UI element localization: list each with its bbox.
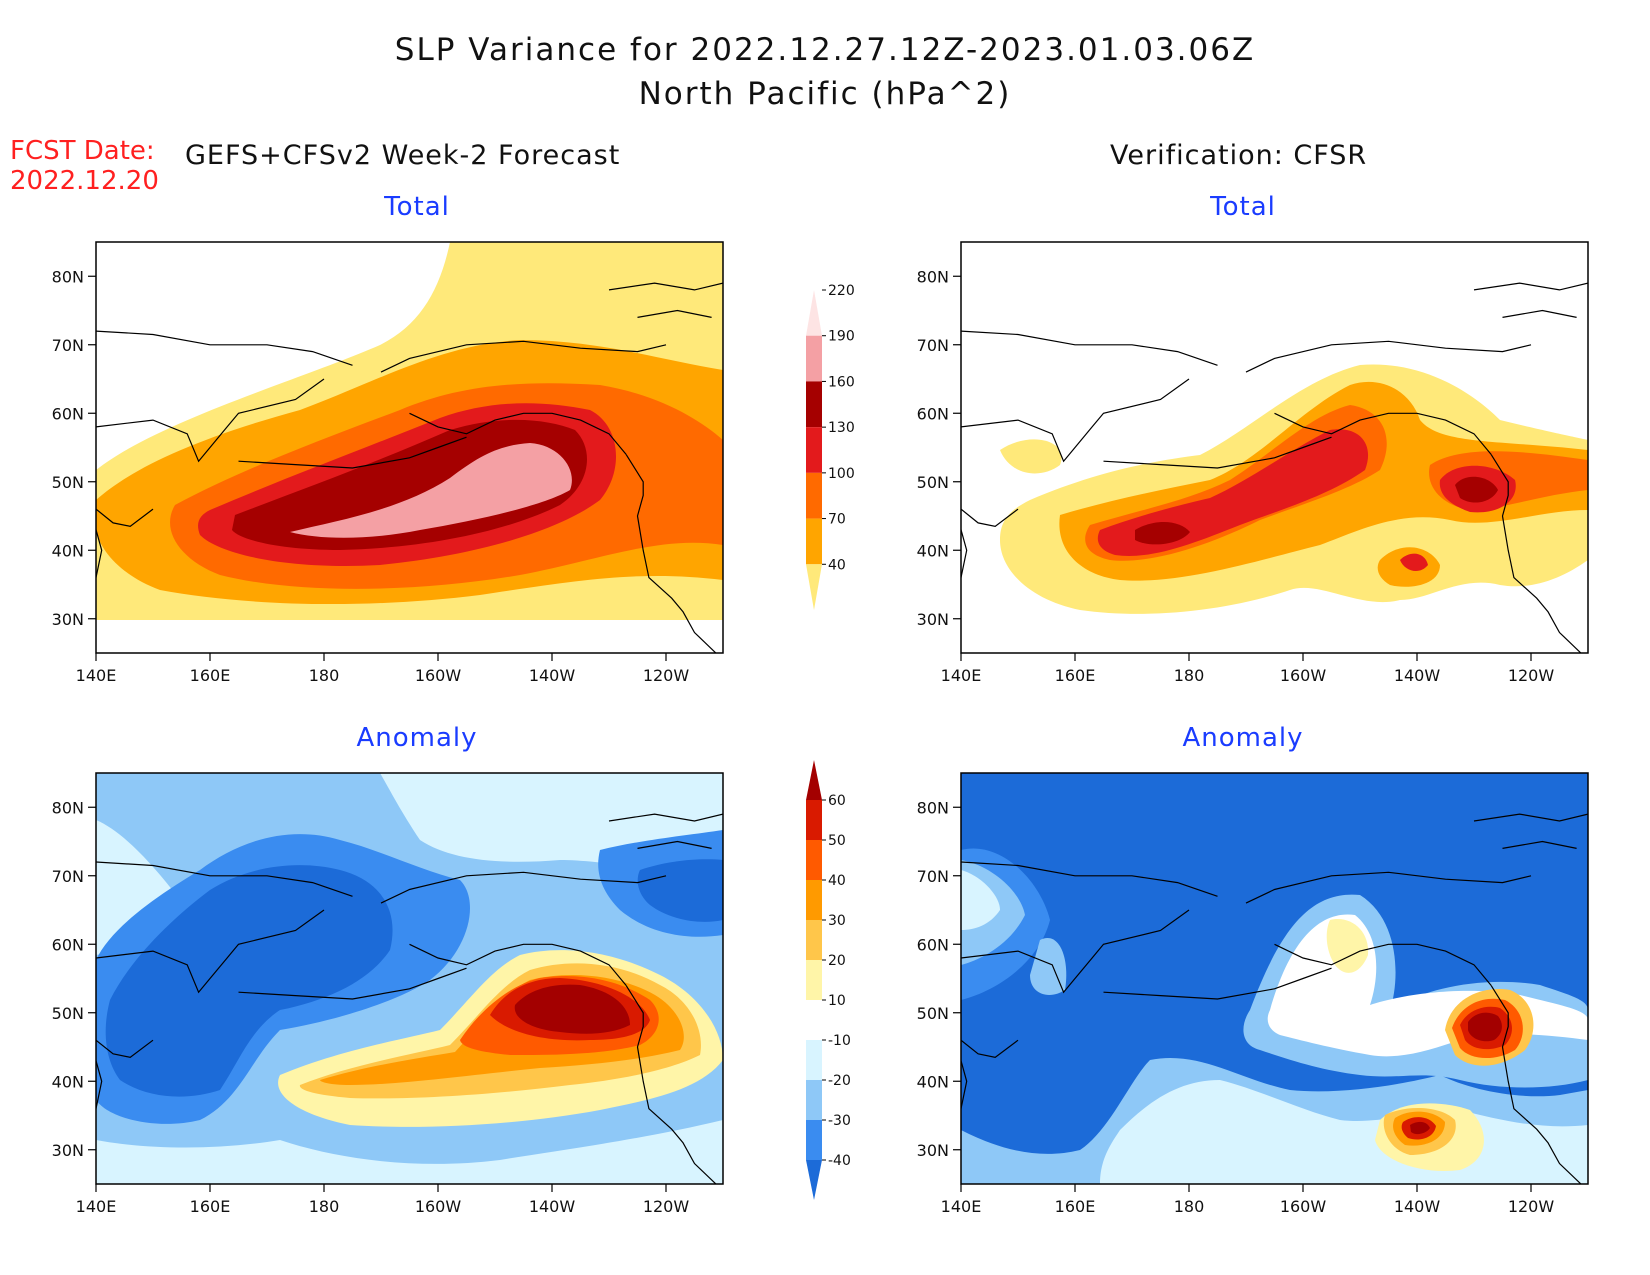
- x-tick-label: 140E: [941, 1197, 982, 1216]
- colorbar-label: 220: [828, 283, 855, 299]
- x-tick-label: 180: [1174, 1197, 1205, 1216]
- colorbar-label: 10: [828, 993, 846, 1009]
- verification-header: Verification: CFSR: [1110, 140, 1368, 171]
- y-tick-label: 80N: [917, 267, 949, 286]
- colorbar-label: 20: [828, 953, 846, 969]
- total-colorbar: 40 70 100 130 160 190 220: [806, 283, 855, 610]
- colorbar-label: -30: [828, 1113, 851, 1129]
- anomaly-colorbar: -40 -30 -20 -10 10 20 30 40 50 60: [806, 760, 851, 1200]
- coastlines: [96, 282, 1588, 1184]
- colorbar-layer: 40 70 100 130 160 190 220 -40 -30 -20 -10 10 20 30 40 5…: [806, 283, 855, 1200]
- y-tick-label: 70N: [917, 336, 949, 355]
- y-tick-label: 50N: [917, 1004, 949, 1023]
- y-tick-label: 30N: [917, 1141, 949, 1160]
- verification-total-map: [961, 242, 1588, 653]
- colorbar-label: 70: [828, 512, 846, 528]
- colorbar-label: 160: [828, 374, 855, 390]
- x-tick-label: 180: [309, 666, 340, 685]
- colorbar-label: -40: [828, 1153, 851, 1169]
- colorbar-label: 130: [828, 420, 855, 436]
- colorbar-label: 40: [828, 557, 846, 573]
- panel-title-verification-anomaly: Anomaly: [1182, 723, 1304, 753]
- x-tick-label: 120W: [1508, 666, 1555, 685]
- fcst-date-label: FCST Date:: [10, 136, 155, 166]
- x-tick-label: 180: [1174, 666, 1205, 685]
- y-tick-label: 70N: [52, 867, 84, 886]
- y-tick-label: 30N: [52, 1141, 84, 1160]
- y-tick-label: 70N: [52, 336, 84, 355]
- y-tick-label: 40N: [52, 1072, 84, 1091]
- colorbar-label: 60: [828, 793, 846, 809]
- forecast-header: GEFS+CFSv2 Week-2 Forecast: [185, 140, 621, 171]
- x-tick-label: 140W: [529, 1197, 576, 1216]
- map-frame: [95, 241, 724, 654]
- y-tick-label: 40N: [917, 1072, 949, 1091]
- y-tick-label: 80N: [52, 267, 84, 286]
- colorbar-label: 40: [828, 873, 846, 889]
- x-tick-label: 140W: [1394, 1197, 1441, 1216]
- map-frame: [95, 772, 724, 1185]
- x-tick-label: 140W: [529, 666, 576, 685]
- x-tick-label: 120W: [1508, 1197, 1555, 1216]
- y-tick-label: 40N: [52, 541, 84, 560]
- panel-title-forecast-total: Total: [384, 192, 450, 222]
- panel-title-verification-total: Total: [1210, 192, 1276, 222]
- colorbar-label: 100: [828, 466, 855, 482]
- y-tick-label: 60N: [917, 404, 949, 423]
- x-tick-label: 180: [309, 1197, 340, 1216]
- y-tick-label: 70N: [917, 867, 949, 886]
- y-tick-label: 60N: [52, 404, 84, 423]
- x-tick-label: 120W: [643, 666, 690, 685]
- y-tick-label: 60N: [917, 935, 949, 954]
- colorbar-label: 30: [828, 913, 846, 929]
- y-tick-label: 50N: [52, 1004, 84, 1023]
- colorbar-label: 190: [828, 329, 855, 345]
- y-tick-label: 50N: [52, 473, 84, 492]
- x-tick-label: 160E: [190, 666, 231, 685]
- x-tick-label: 160E: [1055, 666, 1096, 685]
- y-tick-label: 80N: [917, 798, 949, 817]
- chart-title: SLP Variance for 2022.12.27.12Z-2023.01.…: [394, 32, 1256, 68]
- panel-title-forecast-anomaly: Anomaly: [356, 723, 478, 753]
- x-tick-label: 120W: [643, 1197, 690, 1216]
- x-tick-label: 160W: [1280, 666, 1327, 685]
- map-frame: [960, 241, 1589, 654]
- colorbar-label: 50: [828, 833, 846, 849]
- forecast-anomaly-map: [96, 773, 723, 1184]
- colorbar-label: -20: [828, 1073, 851, 1089]
- verification-anomaly-map: [961, 773, 1588, 1184]
- y-tick-label: 30N: [52, 610, 84, 629]
- colorbar-label: -10: [828, 1033, 851, 1049]
- x-tick-label: 140E: [941, 666, 982, 685]
- y-tick-label: 80N: [52, 798, 84, 817]
- x-tick-label: 160W: [1280, 1197, 1327, 1216]
- x-tick-label: 140E: [76, 1197, 117, 1216]
- y-tick-label: 50N: [917, 473, 949, 492]
- x-tick-label: 160E: [190, 1197, 231, 1216]
- y-tick-label: 40N: [917, 541, 949, 560]
- y-tick-label: 60N: [52, 935, 84, 954]
- x-tick-label: 160W: [415, 1197, 462, 1216]
- x-tick-label: 140W: [1394, 666, 1441, 685]
- forecast-total-map: [96, 242, 723, 653]
- chart-subtitle: North Pacific (hPa^2): [638, 76, 1012, 112]
- x-tick-label: 140E: [76, 666, 117, 685]
- x-tick-label: 160E: [1055, 1197, 1096, 1216]
- y-tick-label: 30N: [917, 610, 949, 629]
- axes-layer: 140E 160E 180 160W 140W 120W 30N 40N 50N 60N 70N 80…: [52, 241, 1589, 1216]
- x-tick-label: 160W: [415, 666, 462, 685]
- map-frame: [960, 772, 1589, 1185]
- fcst-date-value: 2022.12.20: [10, 166, 159, 196]
